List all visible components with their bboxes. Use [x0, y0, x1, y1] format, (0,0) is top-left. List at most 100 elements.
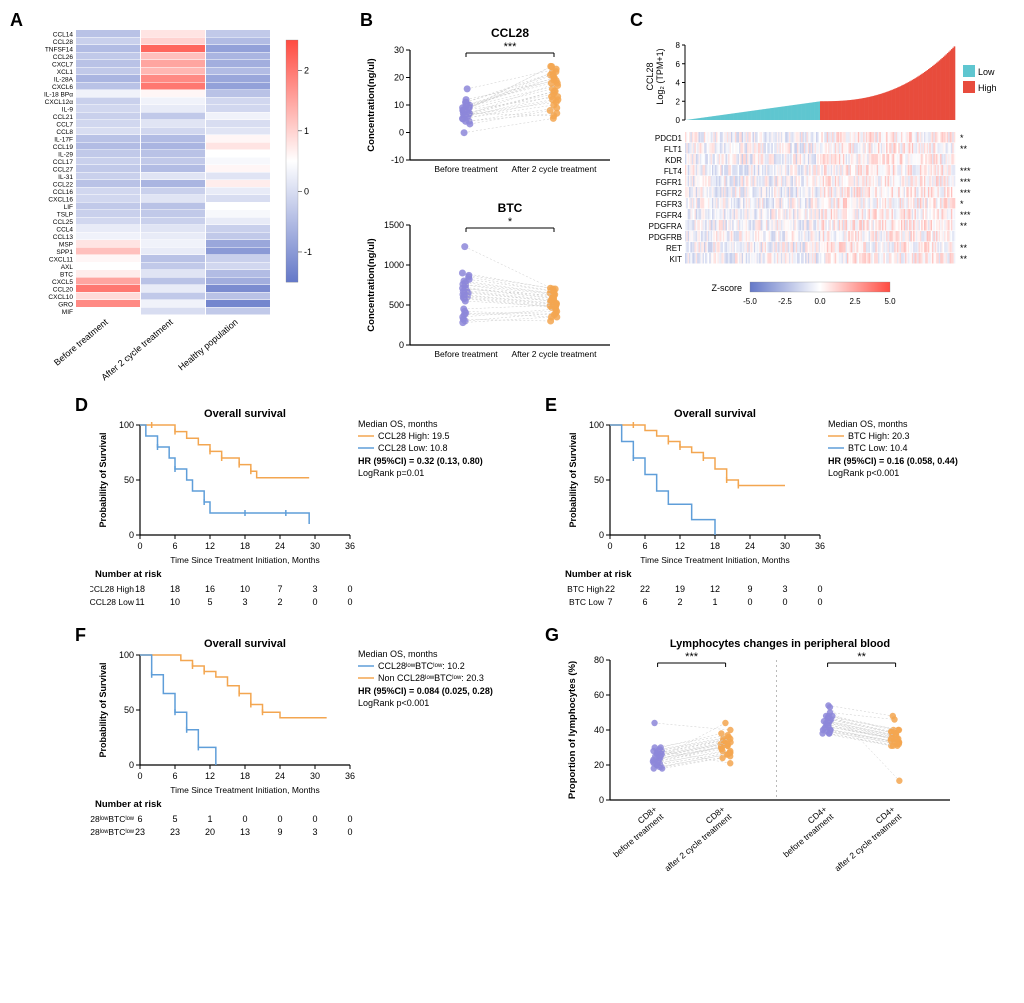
svg-text:Healthy population: Healthy population: [176, 317, 240, 373]
svg-text:18: 18: [170, 584, 180, 594]
svg-text:MIF: MIF: [62, 309, 73, 316]
svg-text:0: 0: [347, 597, 352, 607]
svg-text:Time Since Treatment Initiatio: Time Since Treatment Initiation, Months: [640, 555, 789, 565]
svg-text:RET: RET: [666, 244, 682, 253]
svg-text:5: 5: [172, 814, 177, 824]
svg-text:36: 36: [345, 771, 355, 781]
svg-text:CCL28ˡᵒʷBTCˡᵒʷ: 10.2: CCL28ˡᵒʷBTCˡᵒʷ: 10.2: [378, 661, 465, 671]
svg-text:30: 30: [310, 541, 320, 551]
svg-text:FGFR1: FGFR1: [656, 178, 683, 187]
svg-text:IL-28A: IL-28A: [54, 77, 74, 84]
svg-text:30: 30: [780, 541, 790, 551]
svg-text:Before treatment: Before treatment: [52, 317, 110, 368]
svg-text:12: 12: [675, 541, 685, 551]
svg-text:KDR: KDR: [665, 156, 682, 165]
panel-c-waterfall: 02468CCL28Log₂ (TPM+1)LowHighPDCD1*FLT1*…: [640, 30, 1020, 380]
svg-text:CCL28: CCL28: [645, 62, 655, 90]
svg-text:*: *: [960, 199, 964, 209]
svg-text:0: 0: [817, 597, 822, 607]
svg-text:CCL7: CCL7: [56, 122, 73, 129]
svg-text:CCL21: CCL21: [53, 114, 74, 121]
svg-text:-5.0: -5.0: [743, 297, 757, 306]
svg-text:FLT1: FLT1: [664, 145, 683, 154]
svg-text:LogRank p=0.01: LogRank p=0.01: [358, 468, 424, 478]
svg-text:2: 2: [676, 97, 681, 106]
svg-text:0: 0: [304, 186, 309, 196]
svg-text:BTC Low: BTC Low: [569, 597, 605, 607]
svg-text:CCL28 Low: 10.8: CCL28 Low: 10.8: [378, 443, 448, 453]
svg-text:20: 20: [594, 760, 604, 770]
svg-text:3: 3: [312, 584, 317, 594]
svg-text:Probability of Survival: Probability of Survival: [568, 432, 578, 527]
panel-e-label: E: [545, 395, 557, 416]
svg-text:1500: 1500: [384, 220, 404, 230]
svg-text:CCL13: CCL13: [53, 234, 74, 241]
svg-text:11: 11: [135, 597, 144, 607]
svg-text:0: 0: [129, 760, 134, 770]
svg-text:PDGFRB: PDGFRB: [649, 233, 682, 242]
svg-text:50: 50: [124, 705, 134, 715]
svg-text:***: ***: [960, 188, 971, 198]
svg-text:24: 24: [275, 541, 285, 551]
panel-d-label: D: [75, 395, 88, 416]
svg-text:Non CCL28ˡᵒʷBTCˡᵒʷ: Non CCL28ˡᵒʷBTCˡᵒʷ: [90, 827, 135, 837]
panel-e-km: Overall survival050100061218243036Probab…: [560, 405, 980, 615]
svg-text:***: ***: [960, 210, 971, 220]
svg-text:80: 80: [594, 655, 604, 665]
svg-text:CXCL16: CXCL16: [48, 197, 73, 204]
svg-text:CXCL10: CXCL10: [48, 294, 73, 301]
svg-text:**: **: [960, 144, 968, 154]
svg-text:CCL17: CCL17: [53, 159, 74, 166]
svg-text:36: 36: [345, 541, 355, 551]
svg-text:0: 0: [782, 597, 787, 607]
panel-b-btc: BTC050010001500Concentration(ng/ul)*Befo…: [360, 200, 620, 375]
svg-text:18: 18: [240, 771, 250, 781]
svg-text:40: 40: [594, 725, 604, 735]
svg-text:BTC High: BTC High: [567, 584, 604, 594]
svg-text:LIF: LIF: [64, 204, 73, 211]
svg-text:CCL28 High: CCL28 High: [90, 584, 134, 594]
svg-text:TNFSF14: TNFSF14: [45, 47, 74, 54]
svg-text:0: 0: [747, 597, 752, 607]
svg-text:0.0: 0.0: [814, 297, 826, 306]
svg-text:24: 24: [745, 541, 755, 551]
svg-text:50: 50: [594, 475, 604, 485]
svg-text:***: ***: [960, 166, 971, 176]
svg-text:BTC Low: 10.4: BTC Low: 10.4: [848, 443, 908, 453]
svg-text:30: 30: [310, 771, 320, 781]
svg-text:IL-31: IL-31: [58, 174, 73, 181]
svg-text:CCL28 High: 19.5: CCL28 High: 19.5: [378, 431, 450, 441]
svg-text:Number at risk: Number at risk: [565, 569, 632, 580]
svg-text:0: 0: [277, 814, 282, 824]
svg-text:6: 6: [172, 541, 177, 551]
svg-text:High: High: [978, 83, 997, 93]
svg-text:CCL8: CCL8: [56, 129, 73, 136]
svg-text:CCL28: CCL28: [53, 39, 74, 46]
svg-text:16: 16: [205, 584, 215, 594]
svg-text:LogRank p<0.001: LogRank p<0.001: [358, 698, 429, 708]
svg-text:6: 6: [642, 541, 647, 551]
svg-text:0: 0: [312, 597, 317, 607]
svg-text:5.0: 5.0: [884, 297, 896, 306]
svg-text:*: *: [960, 133, 964, 143]
svg-text:BTC: BTC: [60, 272, 73, 279]
svg-text:1000: 1000: [384, 260, 404, 270]
svg-text:Overall survival: Overall survival: [674, 408, 756, 420]
svg-text:Time Since Treatment Initiatio: Time Since Treatment Initiation, Months: [170, 785, 319, 795]
panel-a-heatmap: CCL14CCL28TNFSF14CCL26CXCL7XCL1IL-28ACXC…: [20, 25, 350, 385]
svg-text:0: 0: [347, 814, 352, 824]
panel-f-km: Overall survival050100061218243036Probab…: [90, 635, 520, 845]
svg-text:2: 2: [304, 65, 309, 75]
svg-text:20: 20: [394, 73, 404, 83]
svg-text:FGFR3: FGFR3: [656, 200, 683, 209]
svg-text:0: 0: [242, 814, 247, 824]
svg-text:After 2 cycle treatment: After 2 cycle treatment: [511, 349, 597, 359]
svg-text:500: 500: [389, 300, 404, 310]
svg-text:13: 13: [240, 827, 250, 837]
svg-text:0: 0: [399, 340, 404, 350]
svg-text:1: 1: [712, 597, 717, 607]
svg-text:XCL1: XCL1: [57, 69, 74, 76]
svg-text:0: 0: [399, 128, 404, 138]
svg-text:9: 9: [277, 827, 282, 837]
svg-text:Non CCL28ˡᵒʷBTCˡᵒʷ: 20.3: Non CCL28ˡᵒʷBTCˡᵒʷ: 20.3: [378, 673, 484, 683]
